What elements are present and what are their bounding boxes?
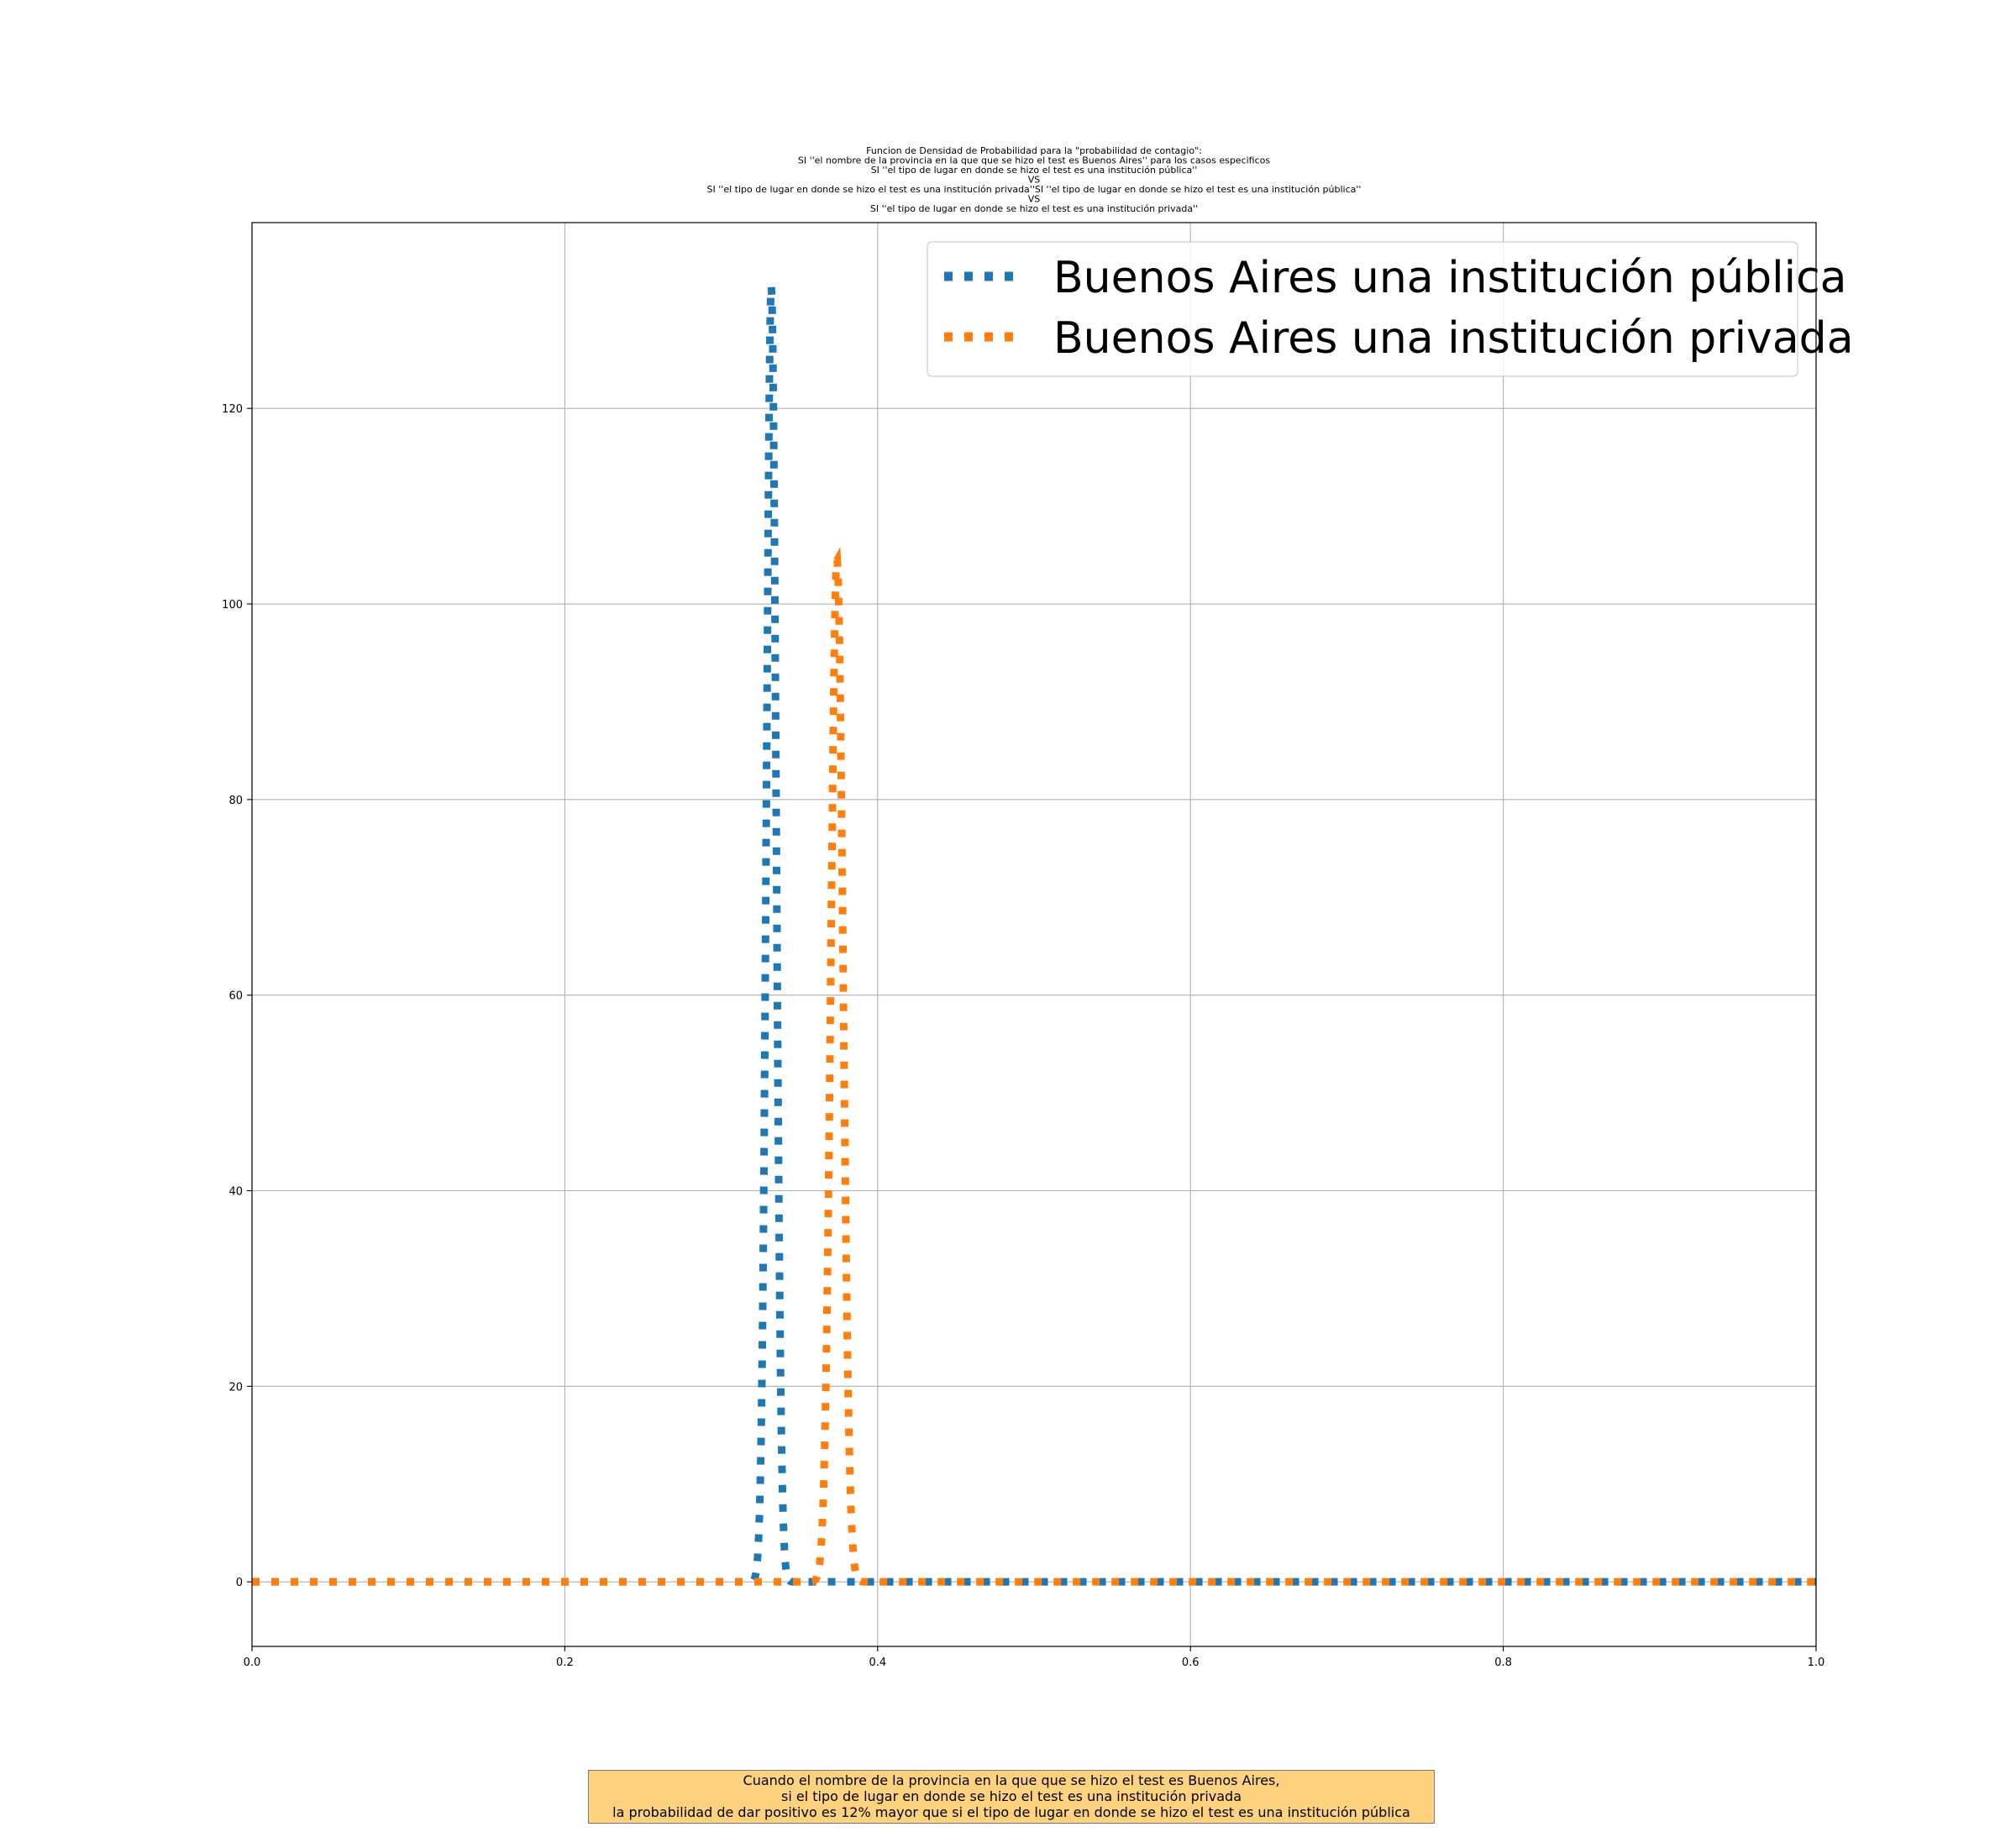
legend-box: [927, 241, 1798, 377]
chart-title: Funcion de Densidad de Probabilidad para…: [707, 145, 1362, 214]
title-line-6: VS: [1028, 194, 1041, 205]
y-tick-label-2: 40: [228, 1186, 243, 1199]
title-line-5: SI ''el tipo de lugar en donde se hizo e…: [707, 184, 1362, 195]
annotation-line-2: si el tipo de lugar en donde se hizo el …: [780, 1788, 1242, 1804]
x-tick-label-2: 0.4: [869, 1656, 886, 1669]
plot-frame: [251, 222, 1817, 1647]
x-tick-label-1: 0.2: [556, 1656, 574, 1669]
legend-label-2: Buenos Aires una institución privada: [1053, 313, 1854, 364]
legend-label-1: Buenos Aires una institución pública: [1053, 253, 1847, 303]
title-line-3: SI ''el tipo de lugar en donde se hizo e…: [871, 165, 1198, 176]
grid-lines: [251, 223, 1817, 1646]
y-tick-label-3: 60: [228, 990, 243, 1003]
series-line-1: [252, 286, 1816, 1586]
legend: Buenos Aires una institución pública Buen…: [927, 241, 1854, 377]
title-line-2: SI ''el nombre de la provincia en la que…: [798, 155, 1271, 166]
annotation-line-3: la probabilidad de dar positivo es 12% m…: [612, 1804, 1410, 1820]
x-axis-ticks: 0.0 0.2 0.4 0.6 0.8 1.0: [244, 1646, 1825, 1669]
summary-annotation: Cuando el nombre de la provincia en la q…: [588, 1770, 1435, 1824]
series-lines: [252, 286, 1816, 1586]
x-tick-label-5: 1.0: [1808, 1656, 1825, 1669]
title-line-1: Funcion de Densidad de Probabilidad para…: [866, 145, 1202, 156]
y-tick-label-0: 0: [236, 1577, 243, 1589]
x-tick-label-4: 0.8: [1494, 1656, 1512, 1669]
annotation-line-1: Cuando el nombre de la provincia en la q…: [743, 1772, 1280, 1788]
x-tick-label-0: 0.0: [244, 1656, 261, 1669]
y-tick-label-4: 80: [228, 795, 243, 807]
title-line-7: SI ''el tipo de lugar en donde se hizo e…: [870, 203, 1198, 214]
series-line-2: [252, 547, 1816, 1586]
x-tick-label-3: 0.6: [1182, 1656, 1200, 1669]
y-tick-label-5: 100: [222, 599, 243, 612]
y-tick-label-6: 120: [222, 403, 243, 416]
title-line-4: VS: [1028, 175, 1041, 186]
y-axis-ticks: 0 20 40 60 80 100 120: [222, 403, 252, 1589]
y-tick-label-1: 20: [228, 1381, 243, 1394]
